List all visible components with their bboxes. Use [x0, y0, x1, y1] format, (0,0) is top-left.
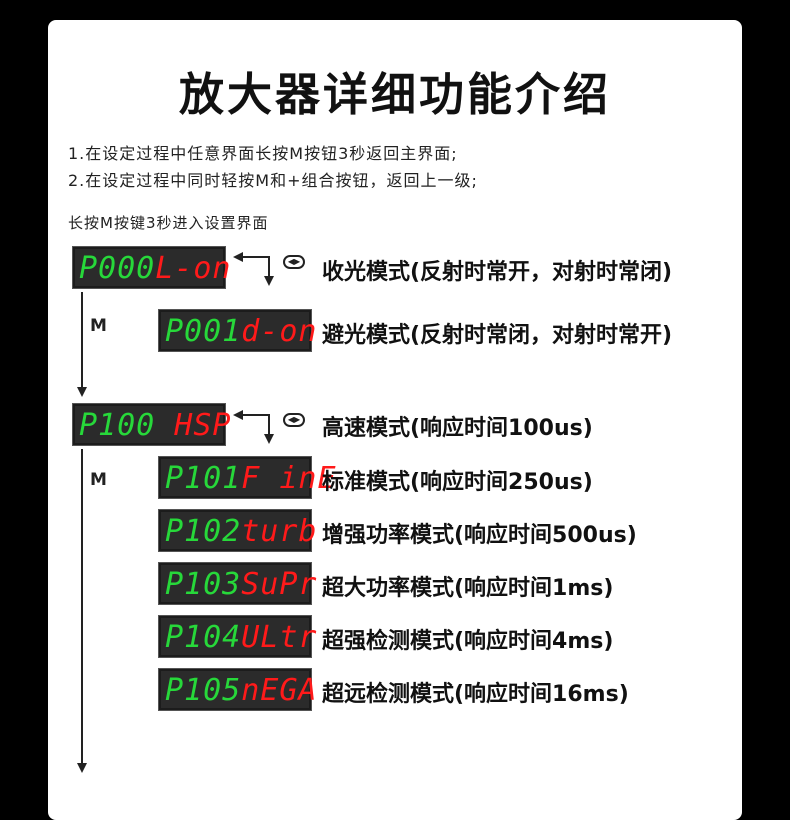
- display-p102: P102turb: [158, 509, 316, 552]
- display-p001: P001d-on: [158, 309, 316, 352]
- return-line: [240, 256, 270, 258]
- display-p000: P000L-on: [72, 246, 230, 289]
- mode-label: 超大功率模式(响应时间1ms): [322, 576, 614, 601]
- display-code: P001: [165, 314, 242, 349]
- mode-label: 增强功率模式(响应时间500us): [322, 523, 637, 548]
- m-key-label: M: [90, 316, 107, 336]
- mode-label: 超远检测模式(响应时间16ms): [322, 682, 629, 707]
- flow-line: [81, 449, 83, 763]
- return-line: [268, 256, 270, 278]
- display-code: P103: [165, 567, 242, 602]
- flow-line: [81, 292, 83, 387]
- enter-hint: 长按M按键3秒进入设置界面: [68, 214, 269, 232]
- display-p103: P103SuPr: [158, 562, 316, 605]
- left-right-toggle-icon: ◀▶: [283, 255, 305, 269]
- arrow-left-icon: [233, 252, 243, 262]
- return-line: [240, 414, 270, 416]
- display-p100: P100 HSP: [72, 403, 230, 446]
- display-p104: P104ULtr: [158, 615, 316, 658]
- display-p105: P105nEGA: [158, 668, 316, 711]
- mode-label: 高速模式(响应时间100us): [322, 416, 593, 441]
- display-value: turb: [241, 514, 318, 549]
- display-value: d-on: [241, 314, 318, 349]
- display-code: P102: [165, 514, 242, 549]
- mode-label: 避光模式(反射时常闭，对射时常开): [322, 323, 673, 348]
- display-value: ULtr: [241, 620, 318, 655]
- mode-label: 超强检测模式(响应时间4ms): [322, 629, 614, 654]
- display-code: P101: [165, 461, 242, 496]
- m-key-label: M: [90, 470, 107, 490]
- display-code: P100: [79, 408, 156, 443]
- display-value: nEGA: [241, 673, 318, 708]
- arrow-down-icon: [264, 276, 274, 286]
- left-right-toggle-icon: ◀▶: [283, 413, 305, 427]
- mode-label: 收光模式(反射时常开，对射时常闭): [322, 260, 673, 285]
- display-p101: P101F inE: [158, 456, 336, 499]
- arrow-down-icon: [77, 387, 87, 397]
- display-value: HSP: [155, 408, 232, 443]
- display-value: F inE: [241, 461, 337, 496]
- mode-label: 标准模式(响应时间250us): [322, 470, 593, 495]
- display-code: P000: [79, 251, 156, 286]
- page-title: 放大器详细功能介绍: [178, 68, 611, 121]
- arrow-left-icon: [233, 410, 243, 420]
- display-code: P105: [165, 673, 242, 708]
- note-1: 1.在设定过程中任意界面长按M按钮3秒返回主界面;: [68, 144, 458, 163]
- display-value: L-on: [155, 251, 232, 286]
- arrow-down-icon: [264, 434, 274, 444]
- arrow-down-icon: [77, 763, 87, 773]
- note-2: 2.在设定过程中同时轻按M和+组合按钮，返回上一级;: [68, 171, 478, 190]
- display-code: P104: [165, 620, 242, 655]
- display-value: SuPr: [241, 567, 318, 602]
- return-line: [268, 414, 270, 436]
